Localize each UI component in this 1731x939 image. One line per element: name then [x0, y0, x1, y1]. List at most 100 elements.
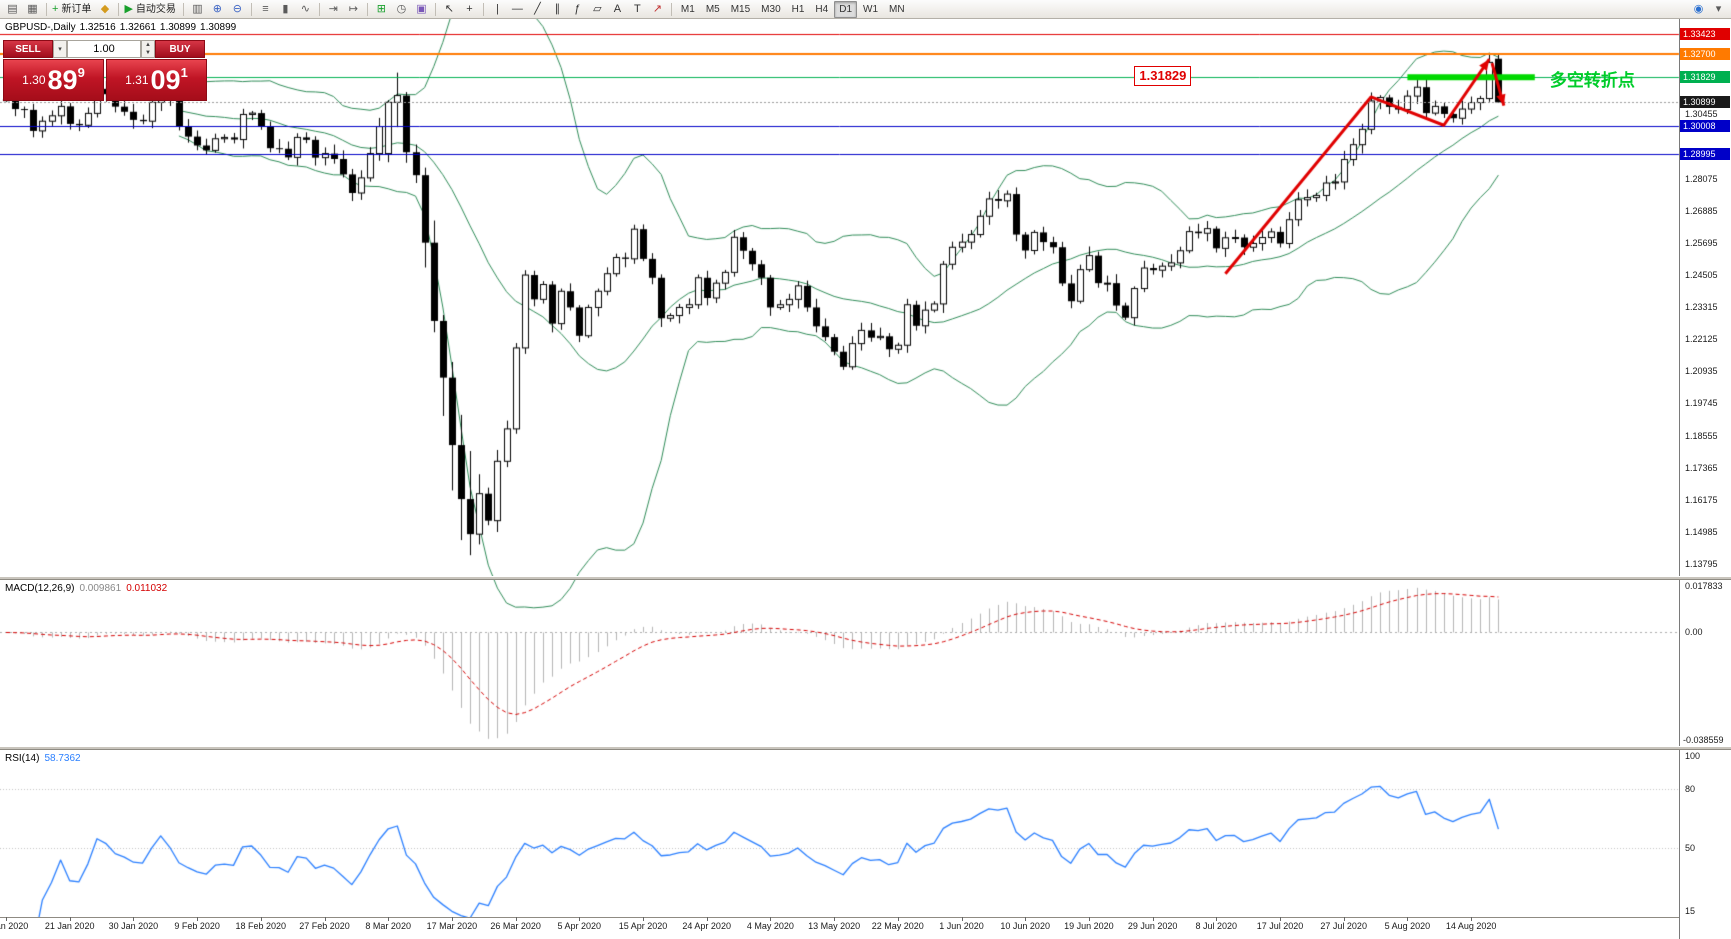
timeframe-button-h4[interactable]: H4 [815, 3, 829, 15]
price-tick-label: 1.30455 [1685, 109, 1718, 120]
date-label: 17 Mar 2020 [426, 921, 478, 931]
timeframe-button-m30[interactable]: M30 [761, 3, 781, 15]
indicators-icon[interactable]: ⊞ [372, 1, 391, 18]
quote-low: 1.30899 [159, 22, 197, 33]
bar-chart-icon[interactable]: ≡ [256, 1, 275, 18]
quote-high: 1.32661 [119, 22, 156, 33]
price-marker-label: 1.32700 [1680, 47, 1730, 60]
auto-trading-button[interactable]: ▶ 自动交易 [123, 1, 178, 18]
horizontal-line-icon[interactable]: ― [508, 1, 527, 18]
buy-price-prefix: 1.31 [125, 73, 149, 87]
toolbar-separator [318, 2, 320, 16]
community-icon[interactable]: ◉ [1689, 1, 1708, 18]
date-label: 8 Jan 2020 [0, 921, 29, 931]
panel-separator[interactable] [0, 746, 1731, 750]
timeframe-button-m1[interactable]: M1 [680, 3, 695, 15]
date-tick [1089, 917, 1090, 921]
rsi-axis-label: 50 [1685, 843, 1696, 854]
date-tick [70, 917, 71, 921]
timeframe-button-d1[interactable]: D1 [834, 0, 858, 18]
volume-stepper[interactable]: ▲ ▼ [141, 40, 155, 58]
volume-input[interactable] [67, 40, 141, 58]
stepper-up-icon[interactable]: ▲ [145, 42, 151, 48]
date-label: 19 Jun 2020 [1064, 921, 1114, 931]
zoom-in-icon[interactable]: ⊕ [208, 1, 227, 18]
date-label: 29 Jun 2020 [1127, 921, 1178, 931]
price-tick-label: 1.13795 [1685, 558, 1718, 569]
chart-shift-icon[interactable]: ↦ [344, 1, 363, 18]
date-tick [1344, 917, 1345, 921]
timeframe-button-m5[interactable]: M5 [705, 3, 720, 15]
date-tick [1280, 917, 1281, 921]
community-icon-glyph: ◉ [1693, 2, 1704, 15]
price-callout[interactable]: 1.31829 [1134, 66, 1192, 87]
templates-icon-glyph: ▣ [416, 2, 427, 15]
arrows-icon[interactable]: ↗ [648, 1, 667, 18]
trendline-icon-glyph: ╱ [534, 2, 541, 15]
cursor-icon[interactable]: ↖ [440, 1, 459, 18]
vertical-line-icon[interactable]: | [488, 1, 507, 18]
price-tick-label: 1.28075 [1685, 173, 1718, 184]
date-label: 9 Feb 2020 [174, 921, 220, 931]
stepper-down-icon[interactable]: ▼ [145, 50, 151, 56]
new-order-glyph: + [52, 2, 59, 15]
time-axis[interactable] [0, 917, 1679, 939]
timeframe-button-m15[interactable]: M15 [730, 3, 751, 15]
date-label: 4 May 2020 [746, 921, 794, 931]
profiles-icon-glyph: ▦ [27, 2, 38, 15]
candlestick-chart-icon[interactable]: ▮ [276, 1, 295, 18]
zoom-out-icon[interactable]: ⊖ [228, 1, 247, 18]
periods-icon[interactable]: ◷ [392, 1, 411, 18]
new-order-button[interactable]: + 新订单 [51, 1, 94, 18]
favorites-icon[interactable]: ◆ [95, 1, 114, 18]
auto-trading-button-label: 自动交易 [135, 3, 176, 15]
date-tick [6, 917, 7, 921]
timeframe-button-w1[interactable]: W1 [863, 3, 879, 15]
buy-button[interactable]: BUY [155, 40, 205, 58]
buy-price-box[interactable]: 1.31 09 1 [106, 59, 207, 101]
date-label: 1 Jun 2020 [939, 921, 984, 931]
channel-icon[interactable]: ∥ [548, 1, 567, 18]
trendline-icon[interactable]: ╱ [528, 1, 547, 18]
shapes-icon[interactable]: ▱ [588, 1, 607, 18]
line-chart-icon[interactable]: ∿ [296, 1, 315, 18]
crosshair-icon-glyph: + [466, 2, 473, 15]
templates-icon[interactable]: ▣ [412, 1, 431, 18]
profiles-icon[interactable]: ▦ [23, 1, 42, 18]
indicators-icon-glyph: ⊞ [376, 2, 387, 15]
text-icon[interactable]: A [608, 1, 627, 18]
sell-type-dropdown[interactable]: ▾ [53, 40, 67, 58]
date-label: 5 Aug 2020 [1384, 921, 1431, 931]
more-icon[interactable]: ▾ [1709, 1, 1728, 18]
auto-scroll-icon[interactable]: ⇥ [324, 1, 343, 18]
date-tick [388, 917, 389, 921]
turning-point-label[interactable]: 多空转折点 [1549, 71, 1635, 91]
date-label: 21 Jan 2020 [44, 921, 95, 931]
toolbar-separator [46, 2, 47, 16]
price-tick-label: 1.18555 [1685, 430, 1718, 441]
price-tick-label: 1.17365 [1685, 462, 1718, 473]
timeframe-button-mn[interactable]: MN [889, 3, 905, 15]
crosshair-icon[interactable]: + [460, 1, 479, 18]
macd-axis-max: 0.017833 [1685, 581, 1723, 591]
timeframe-button-h1[interactable]: H1 [791, 3, 805, 15]
cursor-icon-glyph: ↖ [444, 2, 455, 15]
date-label: 22 May 2020 [871, 921, 924, 931]
sell-price-box[interactable]: 1.30 89 9 [3, 59, 104, 101]
tile-windows-icon[interactable]: ▥ [188, 1, 207, 18]
date-tick [898, 917, 899, 921]
toolbar-separator [250, 2, 252, 16]
toolbar-separator [182, 2, 184, 16]
rsi-label: RSI(14) 58.7362 [5, 753, 81, 764]
fibonacci-icon[interactable]: ƒ [568, 1, 587, 18]
text-label-icon[interactable]: T [628, 1, 647, 18]
date-label: 14 Aug 2020 [1445, 921, 1497, 931]
sell-button[interactable]: SELL [3, 40, 53, 58]
price-tick-label: 1.19745 [1685, 398, 1718, 409]
date-tick [133, 917, 134, 921]
new-chart-icon[interactable]: ▤ [3, 1, 22, 18]
quote-close: 1.30899 [200, 22, 237, 33]
panel-separator[interactable] [0, 576, 1731, 580]
